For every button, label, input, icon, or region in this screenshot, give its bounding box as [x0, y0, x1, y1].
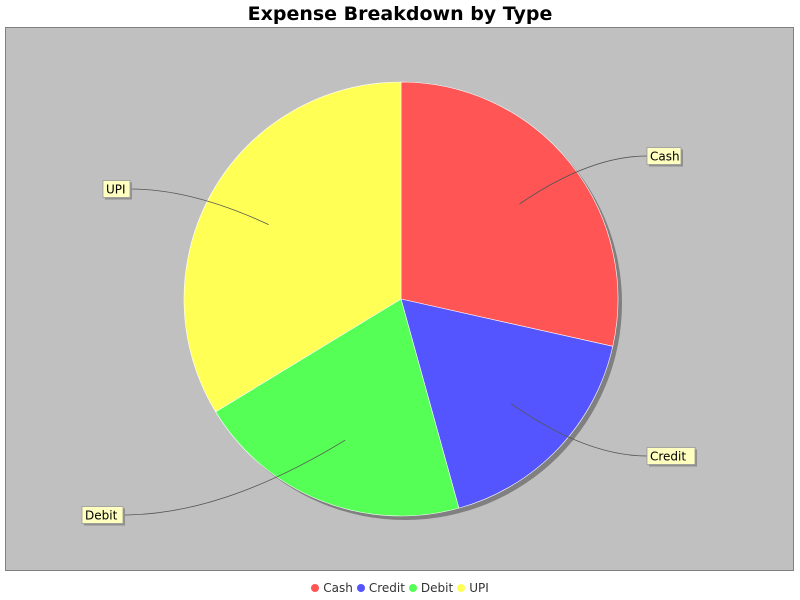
label-box-cash: [646, 147, 682, 165]
legend-item-cash: Cash: [311, 580, 353, 596]
legend-label-cash: Cash: [323, 581, 353, 595]
legend-label-debit: Debit: [420, 581, 454, 595]
slice-label-upi: UPI: [106, 183, 126, 197]
legend: Cash Credit Debit UPI: [0, 580, 800, 596]
legend-swatch-debit: [408, 584, 417, 592]
pie-slice-upi[interactable]: [183, 81, 402, 413]
label-leader-credit: [510, 403, 648, 457]
plot-area: Cash Credit Debit UPI: [5, 27, 794, 571]
label-box-credit: [646, 447, 696, 465]
label-leader-cash: [519, 155, 648, 205]
pie-slice-credit[interactable]: [400, 298, 614, 509]
label-leader-debit: [122, 439, 346, 516]
slice-label-credit: Credit: [650, 450, 686, 464]
pie-slice-debit[interactable]: [215, 298, 460, 517]
pie-slice-cash[interactable]: [400, 81, 619, 347]
legend-item-upi: UPI: [457, 580, 489, 596]
legend-swatch-cash: [311, 584, 320, 592]
label-box-debit: [81, 506, 124, 524]
label-leader-upi: [129, 188, 269, 225]
slice-label-debit: Debit: [85, 509, 118, 523]
legend-item-debit: Debit: [408, 580, 454, 596]
legend-label-upi: UPI: [469, 581, 489, 595]
chart-title: Expense Breakdown by Type: [247, 3, 553, 25]
legend-swatch-upi: [457, 584, 466, 592]
pie-chart: Cash Credit Debit UPI: [81, 81, 697, 526]
slice-label-cash: Cash: [650, 150, 680, 164]
label-box-upi: [102, 180, 131, 198]
legend-swatch-credit: [356, 584, 365, 592]
legend-item-credit: Credit: [356, 580, 405, 596]
legend-label-credit: Credit: [368, 581, 405, 595]
